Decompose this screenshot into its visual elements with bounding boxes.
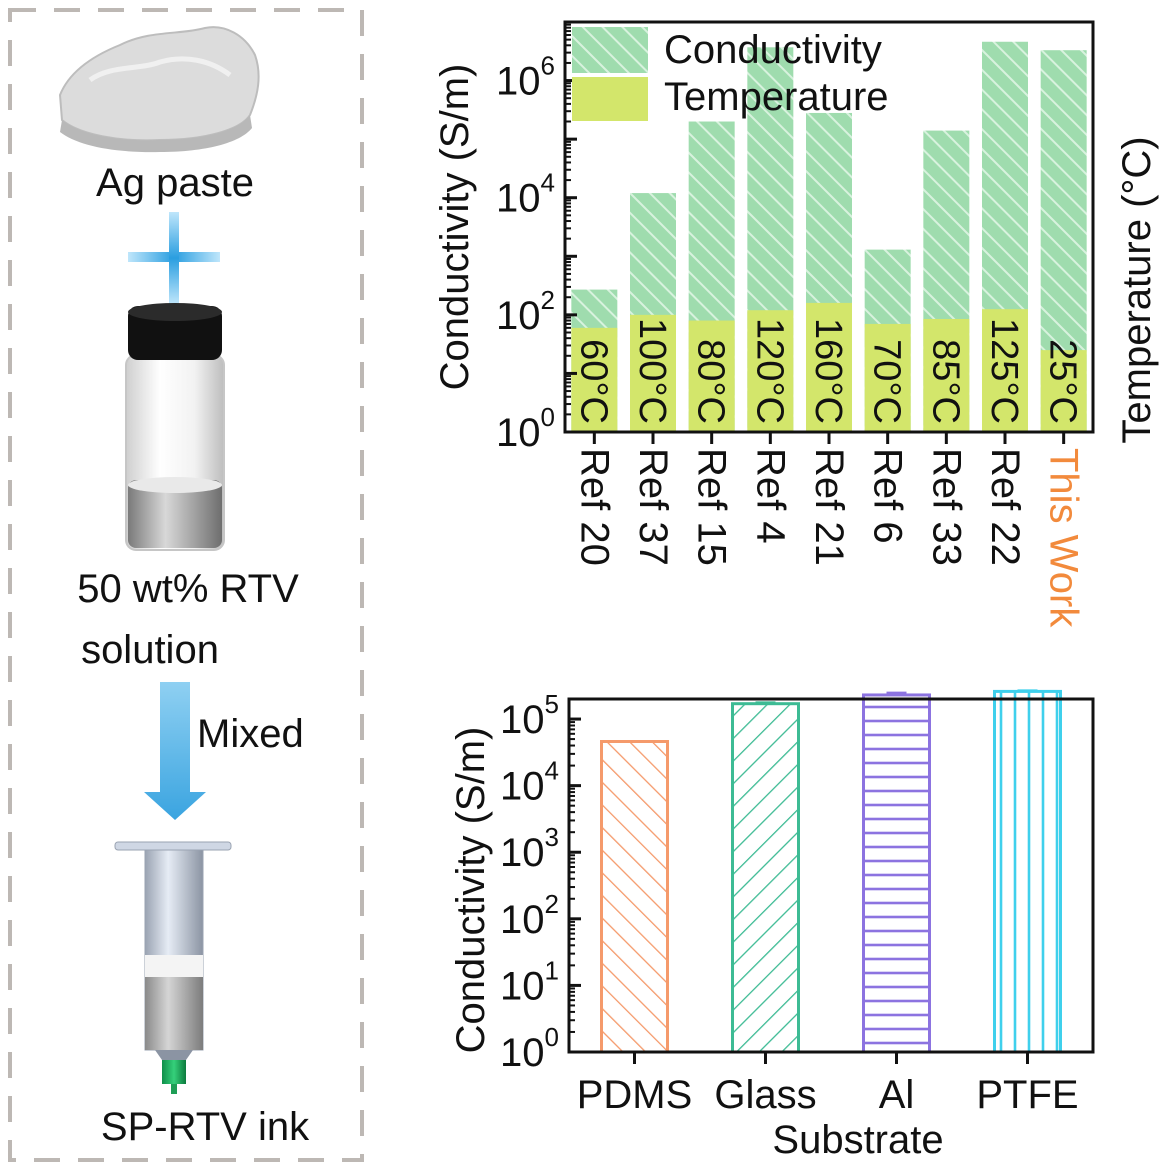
mixed-label: Mixed — [197, 712, 304, 756]
vial-icon — [125, 303, 225, 551]
y-tick-label: 104 — [500, 756, 559, 809]
temperature-bar-ref-21 — [806, 302, 852, 432]
x-tick-label: Glass — [714, 1073, 816, 1117]
temperature-data-label: 85°C — [924, 339, 966, 424]
c2-x-tick-labels: PDMS Glass Al PTFE — [577, 1073, 1079, 1117]
x-tick-label: Ref 33 — [924, 448, 968, 566]
temperature-bar-ref-4 — [747, 310, 794, 432]
rtv-solution-label-line1: 50 wt% RTV — [77, 567, 299, 611]
down-arrow-icon — [144, 682, 206, 820]
y-tick-label: 103 — [500, 822, 559, 875]
bar-pdms — [600, 740, 669, 1054]
c2-bars — [600, 689, 1062, 1054]
y-tick-label: 102 — [500, 889, 559, 942]
c2-y-axis: 100 101 102 103 104 105 — [500, 689, 581, 1075]
c1-bars — [571, 41, 1087, 433]
temperature-data-label: 60°C — [572, 339, 614, 424]
temperature-data-label: 120°C — [748, 318, 790, 424]
legend-label-conductivity: Conductivity — [664, 28, 882, 72]
x-tick-label: Ref 37 — [631, 448, 675, 566]
y-tick-label: 102 — [496, 285, 555, 338]
ag-paste-icon — [58, 26, 260, 153]
temperature-data-label: 80°C — [690, 339, 732, 424]
c1-temperature-labels: 60°C 100°C 80°C 120°C 160°C 70°C 85°C 125°C 25°C — [572, 318, 1083, 424]
c2-y-axis-label: Conductivity (S/m) — [449, 727, 493, 1054]
legend-swatch-conductivity — [572, 27, 648, 73]
plus-icon — [128, 212, 220, 304]
temperature-bar-ref-22 — [982, 309, 1028, 432]
c1-legend: Conductivity Temperature — [572, 27, 889, 121]
bar-ptfe — [993, 689, 1062, 1054]
c2-plot-frame — [567, 697, 1095, 1054]
legend-label-temperature: Temperature — [664, 75, 889, 119]
y-tick-label: 105 — [500, 689, 559, 742]
x-tick-label: Ref 15 — [690, 448, 734, 566]
c1-x-ticks — [592, 432, 1066, 444]
temperature-data-label: 125°C — [983, 318, 1025, 424]
temperature-bar-ref-6 — [864, 323, 911, 432]
bar-al — [862, 693, 931, 1054]
y-tick-label: 100 — [500, 1022, 559, 1075]
chart-substrate-conductivity: 100 101 102 103 104 105 PDMS Glass Al PTFE Condu… — [449, 689, 1095, 1162]
ag-paste-label: Ag paste — [96, 161, 254, 205]
x-tick-label: Ref 20 — [572, 448, 616, 566]
temperature-data-label: 70°C — [866, 339, 908, 424]
x-tick-label: Ref 22 — [983, 448, 1027, 566]
c1-y-axis-label: Conductivity (S/m) — [433, 64, 477, 391]
x-tick-label: Ref 6 — [866, 448, 910, 544]
process-schematic: Ag paste 50 wt% RTV solution Mixed — [8, 8, 364, 1162]
y-tick-label: 100 — [496, 402, 555, 455]
x-tick-label: PDMS — [577, 1073, 693, 1117]
x-tick-label: Ref 4 — [748, 448, 792, 544]
temperature-bar-ref-15 — [688, 320, 735, 432]
dashed-frame — [8, 8, 364, 1162]
c2-x-axis-label: Substrate — [772, 1118, 943, 1162]
sp-rtv-ink-label: SP-RTV ink — [101, 1105, 310, 1149]
c1-y-axis-label-right: Temperature (°C) — [1115, 136, 1159, 443]
rtv-solution-label-line2: solution — [81, 628, 219, 672]
temperature-data-label: 100°C — [631, 318, 673, 424]
x-tick-label: PTFE — [976, 1073, 1078, 1117]
c1-y-axis: 100 102 104 106 — [496, 20, 577, 455]
y-tick-label: 104 — [496, 168, 555, 221]
temperature-bar-ref-37 — [630, 314, 676, 432]
y-tick-label: 101 — [500, 955, 559, 1008]
c2-x-ticks — [633, 1052, 1029, 1064]
chart-conductivity-temperature: 60°C 100°C 80°C 120°C 160°C 70°C 85°C 125°C 25°C… — [433, 20, 1159, 628]
x-tick-label: Al — [879, 1073, 915, 1117]
x-tick-label: Ref 21 — [807, 448, 851, 566]
bar-glass — [731, 702, 800, 1054]
x-tick-label: This Work — [1042, 448, 1086, 628]
temperature-bar-ref-33 — [923, 318, 970, 432]
temperature-bar-this-work — [1040, 350, 1087, 432]
c1-x-tick-labels: Ref 20 Ref 37 Ref 15 Ref 4 Ref 21 Ref 6 Ref 33… — [572, 448, 1085, 628]
legend-swatch-temperature — [572, 77, 648, 121]
y-tick-label: 106 — [496, 51, 555, 104]
temperature-data-label: 25°C — [1042, 339, 1084, 424]
syringe-icon — [114, 841, 232, 1094]
temperature-data-label: 160°C — [807, 318, 849, 424]
temperature-bar-ref-20 — [571, 327, 618, 432]
